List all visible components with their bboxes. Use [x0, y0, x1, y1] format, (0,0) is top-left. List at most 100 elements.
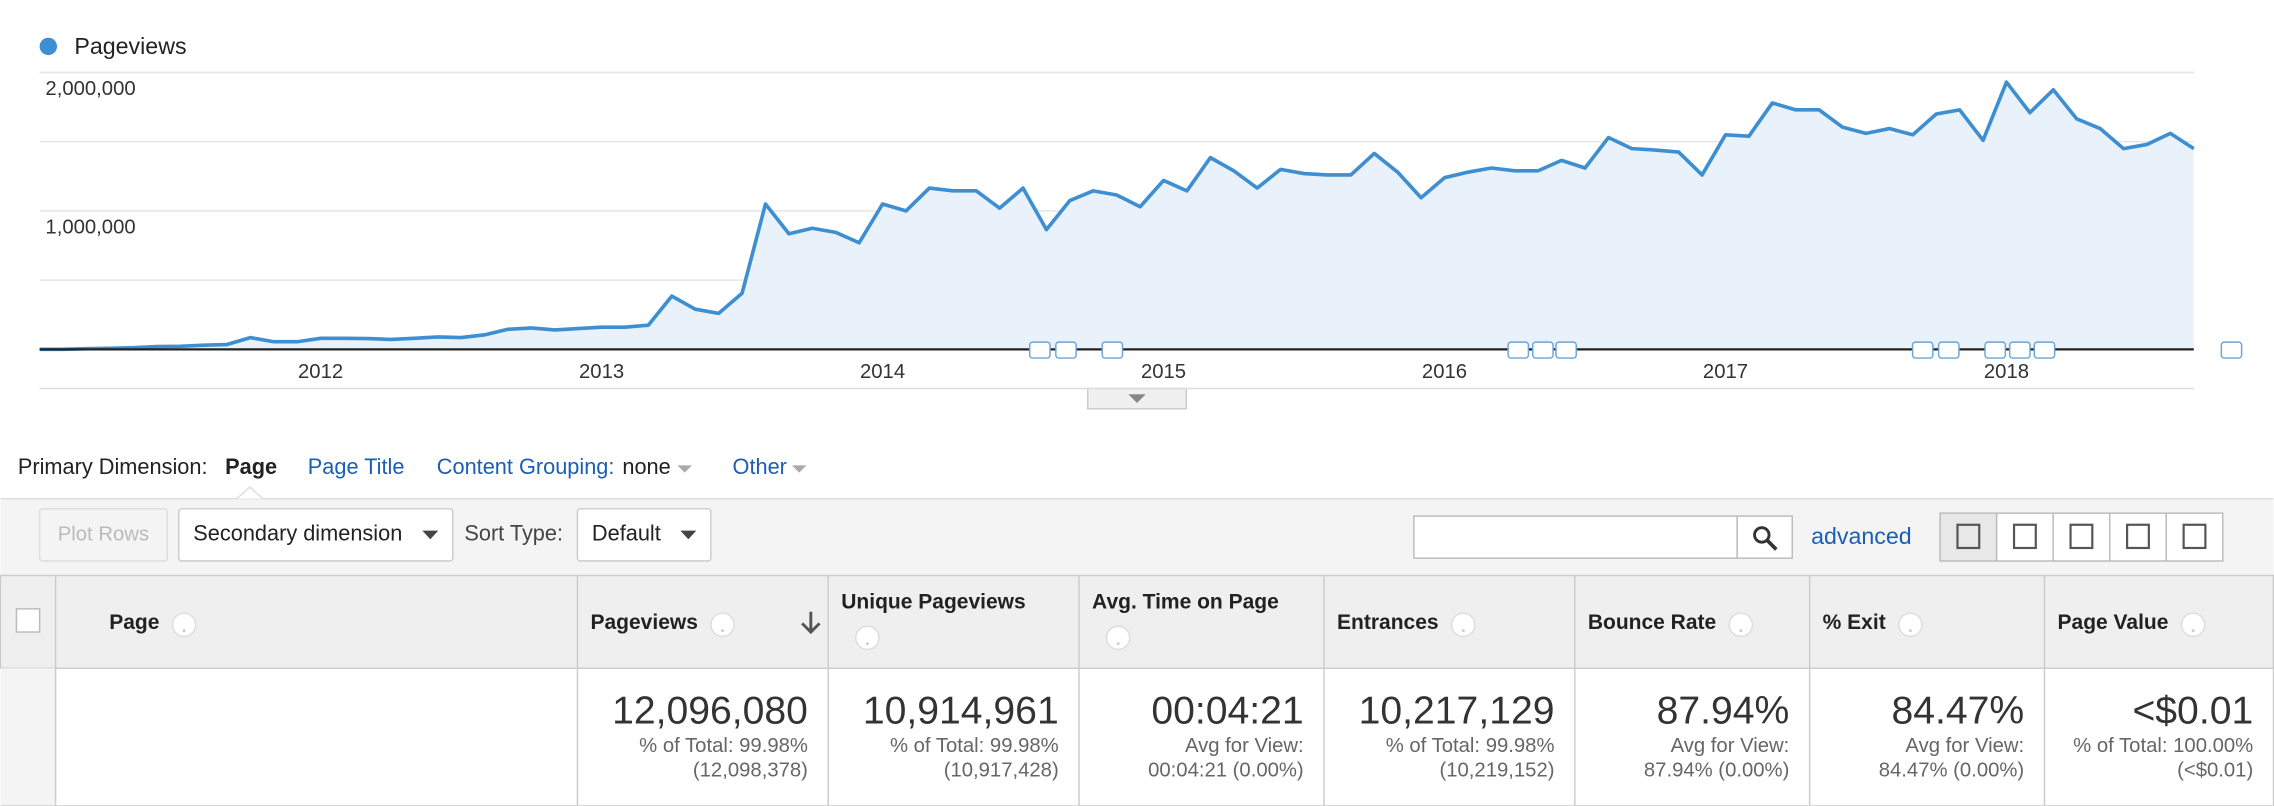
- dropdown-arrow: [791, 465, 807, 473]
- total-value: 87.94%: [1657, 690, 1790, 733]
- x-tick-label: 2018: [1984, 361, 2029, 383]
- help-icon[interactable]: [710, 612, 735, 638]
- x-tick-label: 2014: [860, 361, 905, 383]
- line: [39, 80, 2195, 352]
- dimension-option[interactable]: Page Title: [308, 454, 405, 479]
- total-sub: 87.94% (0.00%): [1644, 760, 1789, 782]
- annotation-icon[interactable]: [1532, 341, 1554, 359]
- dimension-option[interactable]: Page: [225, 454, 277, 479]
- annotation-icon[interactable]: [2033, 341, 2056, 359]
- sort-type-dropdown[interactable]: [576, 508, 712, 562]
- view-button[interactable]: [2052, 512, 2111, 562]
- help-icon-dot: [182, 629, 186, 633]
- total-value: 84.47%: [1891, 690, 2024, 733]
- help-icon-dot: [2191, 629, 2195, 633]
- column-header[interactable]: Page: [109, 611, 159, 634]
- total-sub: (10,219,152): [1439, 760, 1554, 782]
- sort-arrow: [801, 611, 821, 635]
- total-sub: % of Total: 99.98%: [1386, 735, 1555, 757]
- dimension-label: Primary Dimension:: [18, 454, 208, 479]
- row-gutter: [0, 668, 56, 806]
- view-button[interactable]: [2165, 512, 2224, 562]
- view-button[interactable]: [1939, 512, 1998, 562]
- total-sub: Avg for View:: [1185, 735, 1304, 757]
- annotation-icon[interactable]: [1937, 341, 1960, 359]
- total-value: 10,914,961: [863, 690, 1059, 733]
- column-header[interactable]: % Exit: [1823, 611, 1886, 634]
- dropdown-arrow: [680, 530, 697, 540]
- y-tick-label: 1,000,000: [45, 217, 135, 239]
- legend-dot: [39, 37, 58, 56]
- help-icon-dot: [1116, 642, 1120, 646]
- table-header: [0, 574, 2274, 670]
- total-sub: % of Total: 99.98%: [890, 735, 1059, 757]
- plot-rows-button[interactable]: [38, 508, 168, 562]
- column-header[interactable]: Bounce Rate: [1588, 611, 1716, 634]
- secondary-dimension-label: Secondary dimension: [193, 521, 402, 546]
- help-icon[interactable]: [1898, 612, 1923, 638]
- annotation-icon[interactable]: [2008, 341, 2031, 359]
- annotation-icon[interactable]: [1911, 341, 1934, 359]
- column-header[interactable]: Page Value: [2058, 611, 2169, 634]
- total-value: 12,096,080: [612, 690, 808, 733]
- annotation-icon[interactable]: [1555, 341, 1577, 359]
- content-grouping-label[interactable]: Content Grouping:: [437, 454, 615, 479]
- view-button[interactable]: [2108, 512, 2167, 562]
- x-tick-label: 2016: [1422, 361, 1467, 383]
- x-tick-label: 2017: [1703, 361, 1748, 383]
- view-button[interactable]: [1995, 512, 2054, 562]
- total-sub: (10,917,428): [944, 760, 1059, 782]
- help-icon-dot: [1908, 629, 1912, 633]
- legend-label: Pageviews: [74, 33, 186, 59]
- sort-type-label: Sort Type:: [464, 521, 563, 546]
- other-link[interactable]: Other: [733, 454, 787, 479]
- selected-caret: [236, 486, 264, 500]
- advanced-link[interactable]: advanced: [1811, 523, 1912, 549]
- dropdown-arrow: [677, 465, 692, 473]
- area: [39, 82, 2194, 350]
- view-icon: [2182, 523, 2207, 550]
- help-icon-dot: [1739, 629, 1743, 633]
- help-icon[interactable]: [1728, 612, 1754, 638]
- help-icon[interactable]: [855, 625, 880, 651]
- column-header[interactable]: Pageviews: [590, 611, 697, 634]
- help-icon-dot: [721, 629, 724, 633]
- total-value: <$0.01: [2132, 690, 2253, 733]
- annotation-icon[interactable]: [1507, 341, 1530, 359]
- search-button[interactable]: [1736, 515, 1793, 559]
- total-sub: Avg for View:: [1905, 735, 2024, 757]
- column-header[interactable]: Avg. Time on Page: [1092, 591, 1279, 614]
- dropdown-arrow: [422, 530, 439, 540]
- annotation-icon[interactable]: [1029, 341, 1051, 359]
- sort-type-value: Default: [592, 521, 661, 546]
- column-header[interactable]: Entrances: [1337, 611, 1439, 634]
- y-tick-label: 2,000,000: [45, 78, 135, 100]
- search-input[interactable]: [1413, 515, 1738, 559]
- x-tick-label: 2012: [298, 361, 343, 383]
- total-sub: 00:04:21 (0.00%): [1148, 760, 1304, 782]
- total-sub: % of Total: 99.98%: [639, 735, 808, 757]
- annotation-icon[interactable]: [1101, 341, 1124, 359]
- search-icon: [1766, 539, 1778, 551]
- view-icon: [2069, 523, 2094, 550]
- total-value: 00:04:21: [1151, 690, 1303, 733]
- help-icon-dot: [865, 642, 869, 646]
- annotation-icon[interactable]: [2220, 341, 2243, 359]
- secondary-dimension-dropdown[interactable]: [178, 508, 454, 562]
- annotation-icon[interactable]: [1055, 341, 1077, 359]
- total-sub: % of Total: 100.00%: [2073, 735, 2253, 757]
- annotation-icon[interactable]: [1984, 341, 2007, 359]
- total-sub: Avg for View:: [1671, 735, 1790, 757]
- checkbox[interactable]: [15, 608, 41, 633]
- total-sub: (12,098,378): [693, 760, 808, 782]
- help-icon[interactable]: [1450, 612, 1476, 638]
- x-tick-label: 2015: [1141, 361, 1186, 383]
- plot-rows-label: Plot Rows: [58, 523, 149, 545]
- help-icon[interactable]: [1105, 625, 1131, 651]
- help-icon[interactable]: [171, 612, 197, 638]
- column-header[interactable]: Unique Pageviews: [841, 591, 1025, 614]
- help-icon[interactable]: [2180, 612, 2206, 638]
- search-icon: [1753, 526, 1771, 544]
- view-icon: [2012, 523, 2037, 550]
